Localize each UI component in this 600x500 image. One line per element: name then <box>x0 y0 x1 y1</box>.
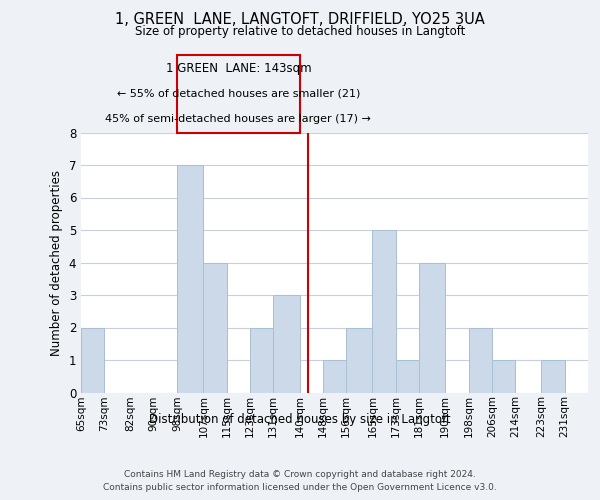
Text: 45% of semi-detached houses are larger (17) →: 45% of semi-detached houses are larger (… <box>106 114 371 124</box>
FancyBboxPatch shape <box>177 54 299 132</box>
Text: Contains HM Land Registry data © Crown copyright and database right 2024.: Contains HM Land Registry data © Crown c… <box>124 470 476 479</box>
Bar <box>323 360 346 392</box>
Text: Distribution of detached houses by size in Langtoft: Distribution of detached houses by size … <box>149 412 451 426</box>
Bar <box>203 262 227 392</box>
Text: 1 GREEN  LANE: 143sqm: 1 GREEN LANE: 143sqm <box>166 62 311 76</box>
Bar <box>492 360 515 392</box>
Bar <box>419 262 445 392</box>
Bar <box>177 165 203 392</box>
Text: Size of property relative to detached houses in Langtoft: Size of property relative to detached ho… <box>135 25 465 38</box>
Bar <box>469 328 492 392</box>
Bar <box>541 360 565 392</box>
Bar <box>81 328 104 392</box>
Bar <box>395 360 419 392</box>
Text: 1, GREEN  LANE, LANGTOFT, DRIFFIELD, YO25 3UA: 1, GREEN LANE, LANGTOFT, DRIFFIELD, YO25… <box>115 12 485 28</box>
Text: Contains public sector information licensed under the Open Government Licence v3: Contains public sector information licen… <box>103 482 497 492</box>
Y-axis label: Number of detached properties: Number of detached properties <box>50 170 63 356</box>
Bar <box>373 230 395 392</box>
Text: ← 55% of detached houses are smaller (21): ← 55% of detached houses are smaller (21… <box>116 88 360 99</box>
Bar <box>346 328 373 392</box>
Bar <box>274 295 299 392</box>
Bar <box>250 328 274 392</box>
